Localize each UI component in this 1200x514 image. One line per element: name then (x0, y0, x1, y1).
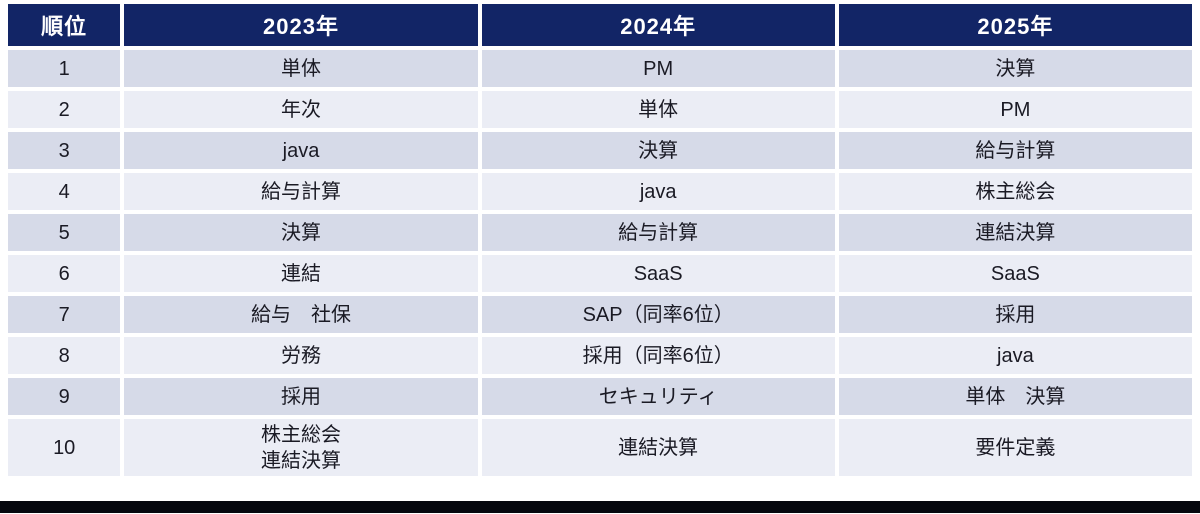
cell-2025: 株主総会 (838, 173, 1192, 210)
column-header-2025: 2025年 (838, 4, 1192, 46)
table-row: 3 java 決算 給与計算 (8, 132, 1192, 169)
cell-2023: 採用 (124, 378, 478, 415)
cell-2025: 要件定義 (838, 419, 1192, 476)
rank-cell: 2 (8, 91, 121, 128)
cell-2024: 給与計算 (481, 214, 835, 251)
column-header-2023: 2023年 (124, 4, 478, 46)
rank-cell: 8 (8, 337, 121, 374)
cell-2023: 労務 (124, 337, 478, 374)
rank-cell: 3 (8, 132, 121, 169)
rank-cell: 5 (8, 214, 121, 251)
cell-2025: 採用 (838, 296, 1192, 333)
cell-2024: SaaS (481, 255, 835, 292)
cell-2023: 給与計算 (124, 173, 478, 210)
bottom-edge-bar (0, 501, 1200, 513)
rank-cell: 10 (8, 419, 121, 476)
cell-2024: セキュリティ (481, 378, 835, 415)
table-row: 1 単体 PM 決算 (8, 50, 1192, 87)
cell-2023: 決算 (124, 214, 478, 251)
cell-2023: 株主総会 連結決算 (124, 419, 478, 476)
cell-2025: 給与計算 (838, 132, 1192, 169)
rank-cell: 1 (8, 50, 121, 87)
rank-cell: 4 (8, 173, 121, 210)
table-row: 6 連結 SaaS SaaS (8, 255, 1192, 292)
cell-2024: 連結決算 (481, 419, 835, 476)
cell-2025: 連結決算 (838, 214, 1192, 251)
header-row: 順位 2023年 2024年 2025年 (8, 4, 1192, 46)
table-row: 10 株主総会 連結決算 連結決算 要件定義 (8, 419, 1192, 476)
table-row: 9 採用 セキュリティ 単体 決算 (8, 378, 1192, 415)
cell-2024: 決算 (481, 132, 835, 169)
rank-cell: 9 (8, 378, 121, 415)
cell-2023: 年次 (124, 91, 478, 128)
cell-2025: SaaS (838, 255, 1192, 292)
cell-2024: PM (481, 50, 835, 87)
cell-2024: java (481, 173, 835, 210)
cell-2024: 採用（同率6位） (481, 337, 835, 374)
cell-2025: java (838, 337, 1192, 374)
cell-2025: 単体 決算 (838, 378, 1192, 415)
table-row: 2 年次 単体 PM (8, 91, 1192, 128)
cell-2024: SAP（同率6位） (481, 296, 835, 333)
table-row: 4 給与計算 java 株主総会 (8, 173, 1192, 210)
cell-2023: 単体 (124, 50, 478, 87)
cell-2023: 連結 (124, 255, 478, 292)
ranking-table: 順位 2023年 2024年 2025年 1 単体 PM 決算 2 年次 単体 … (4, 0, 1196, 480)
rank-cell: 6 (8, 255, 121, 292)
table-row: 7 給与 社保 SAP（同率6位） 採用 (8, 296, 1192, 333)
cell-2023: 給与 社保 (124, 296, 478, 333)
cell-2024: 単体 (481, 91, 835, 128)
column-header-rank: 順位 (8, 4, 121, 46)
table-row: 8 労務 採用（同率6位） java (8, 337, 1192, 374)
cell-2023: java (124, 132, 478, 169)
cell-2025: PM (838, 91, 1192, 128)
column-header-2024: 2024年 (481, 4, 835, 46)
cell-2025: 決算 (838, 50, 1192, 87)
table-row: 5 決算 給与計算 連結決算 (8, 214, 1192, 251)
rank-cell: 7 (8, 296, 121, 333)
